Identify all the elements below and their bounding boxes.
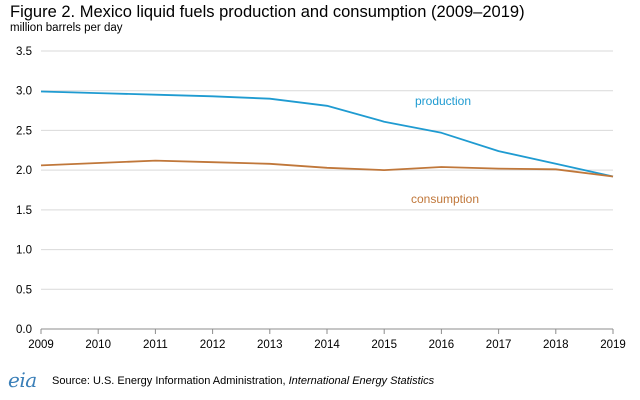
x-tick-label: 2015 [371,339,397,351]
production-series-line [40,90,614,178]
x-tick-label: 2016 [429,339,455,351]
y-tick-label: 0.0 [16,324,32,336]
y-tick-label: 2.5 [16,125,32,137]
line-chart: 0.0 0.5 1.0 1.5 2.0 2.5 3.0 3.5 2009 2010 2011 2012… [16,46,626,351]
x-tick-label: 2012 [200,339,226,351]
y-tick-label: 2.0 [16,165,32,177]
x-tick-label: 2014 [314,339,340,351]
y-tick-label: 0.5 [16,284,32,296]
x-tick-label: 2018 [543,339,569,351]
consumption-series-line [40,159,614,178]
x-tick-label: 2010 [85,339,111,351]
x-tick-label: 2019 [600,339,626,351]
chart-subtitle: million barrels per day [10,22,123,34]
eia-logo: eia [8,368,37,392]
source-note: Source: U.S. Energy Information Administ… [52,375,434,387]
production-series-label: production [415,94,471,108]
chart-title: Figure 2. Mexico liquid fuels production… [10,3,525,21]
footer: eia Source: U.S. Energy Information Admi… [0,362,640,400]
x-tick-label: 2017 [486,339,512,351]
x-tick-label: 2013 [257,339,283,351]
y-tick-label: 1.0 [16,245,32,257]
y-tick-label: 1.5 [16,205,32,217]
y-tick-label: 3.0 [16,86,32,98]
consumption-series-label: consumption [411,192,479,206]
x-tick-label: 2011 [143,339,168,351]
source-italic: International Energy Statistics [288,375,435,387]
y-tick-label: 3.5 [16,46,32,58]
x-tick-label: 2009 [28,339,54,351]
source-prefix: Source: U.S. Energy Information Administ… [52,375,289,387]
